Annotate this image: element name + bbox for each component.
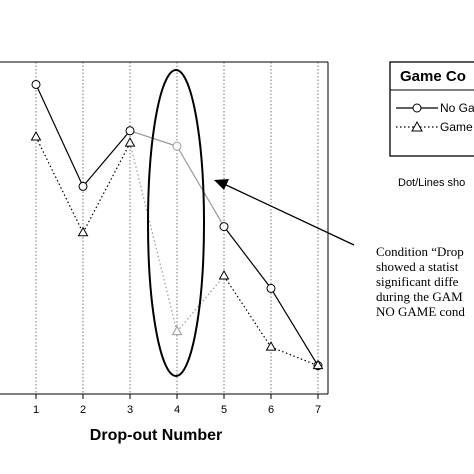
series-lines [35, 84, 319, 367]
legend-triangle-marker [411, 120, 423, 132]
no-game-point [78, 181, 88, 191]
x-tick-label: 6 [268, 404, 274, 416]
dot-lines-note: Dot/Lines sho [398, 177, 465, 189]
no-game-point [125, 126, 135, 136]
gridlines [35, 62, 319, 394]
legend-box [389, 61, 474, 157]
x-tick-label: 3 [127, 404, 133, 416]
legend-label-no-game: No Ga [440, 101, 474, 115]
highlight-ellipse [147, 69, 205, 377]
annotation-arrowhead [214, 179, 229, 190]
game-point [77, 226, 89, 237]
x-tick-label: 4 [174, 404, 180, 416]
legend-label-game: Game [440, 120, 473, 134]
legend-circle-marker [412, 103, 422, 113]
game-line-segment [82, 142, 131, 234]
game-line-segment [129, 143, 178, 332]
x-tick-label: 1 [33, 404, 39, 416]
no-game-point [172, 141, 182, 151]
annotation-line: Condition “Drop [376, 244, 464, 259]
x-ticks: 1 2 3 4 5 6 7 [33, 394, 321, 416]
game-line-segment [35, 136, 84, 234]
x-axis-title: Drop-out Number [90, 427, 222, 444]
no-game-line-segment [176, 145, 225, 227]
legend-entry-game: Game [396, 120, 473, 134]
annotation-line: NO GAME cond [376, 304, 465, 319]
annotation-arrow-line [223, 183, 355, 246]
game-line-segment [223, 275, 272, 348]
legend: Game Co No Ga Game [389, 61, 474, 157]
no-game-line-segment [82, 130, 131, 187]
x-tick-label: 5 [221, 404, 227, 416]
no-game-point [266, 283, 276, 293]
x-tick-label: 7 [315, 404, 321, 416]
game-point [30, 130, 42, 141]
no-game-point [31, 79, 41, 89]
game-point [265, 341, 277, 351]
annotation-line: showed a statist [376, 259, 459, 274]
no-game-line-segment [270, 288, 319, 366]
legend-title: Game Co [400, 68, 466, 85]
game-point [124, 137, 136, 147]
game-point [171, 325, 183, 336]
game-point [218, 270, 230, 280]
annotation-text: Condition “Drop showed a statist signifi… [376, 244, 474, 319]
x-tick-label: 2 [80, 404, 86, 416]
annotation-line: during the GAM [376, 289, 463, 304]
legend-entry-no-game: No Ga [396, 101, 474, 115]
annotation-line: significant diffe [376, 274, 459, 289]
annotation-arrow [214, 179, 355, 246]
game-line-segment [270, 346, 319, 367]
no-game-line-segment [223, 226, 272, 289]
no-game-point [219, 222, 229, 232]
series-markers [30, 79, 324, 371]
no-game-line-segment [35, 84, 84, 187]
game-point [312, 359, 324, 370]
